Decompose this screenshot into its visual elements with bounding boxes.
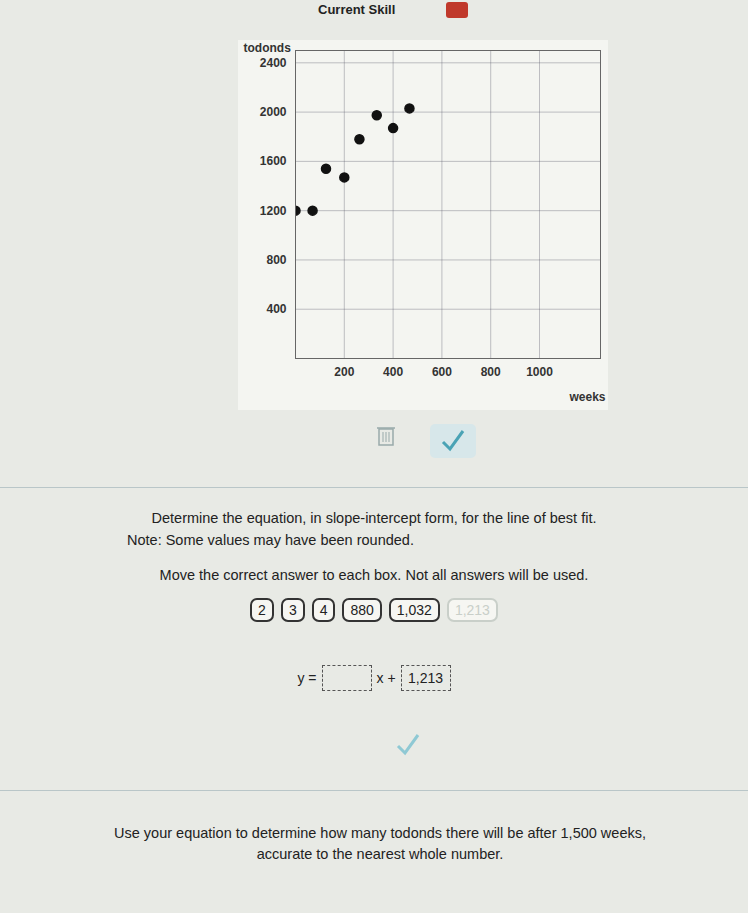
svg-text:2000: 2000 (260, 105, 287, 119)
svg-text:400: 400 (383, 365, 403, 379)
svg-text:2400: 2400 (260, 56, 287, 70)
svg-text:400: 400 (266, 302, 286, 316)
html-text:4: 4 (319, 602, 328, 618)
html-text:x +: x + (376, 670, 396, 686)
svg-text:todonds: todonds (244, 41, 292, 55)
html-text:1,213: 1,213 (454, 602, 490, 618)
html-text:Note: Some values may have bee: Note: Some values may have been rounded. (127, 532, 414, 548)
html-text:1,032: 1,032 (396, 602, 432, 618)
html-text:1,213: 1,213 (408, 670, 444, 686)
svg-text:200: 200 (334, 365, 354, 379)
svg-text:600: 600 (432, 365, 452, 379)
svg-text:1200: 1200 (260, 204, 287, 218)
html-text:3: 3 (288, 602, 297, 618)
svg-text:800: 800 (266, 253, 286, 267)
html-text:880: 880 (350, 602, 374, 618)
html-text:Use your equation to determine: Use your equation to determine how many … (114, 825, 646, 862)
html-text:2: 2 (258, 602, 266, 618)
html-text:y =: y = (297, 670, 317, 686)
svg-text:weeks: weeks (568, 390, 605, 404)
svg-text:1000: 1000 (526, 365, 553, 379)
svg-text:800: 800 (481, 365, 501, 379)
html-text:Move the correct answer to eac: Move the correct answer to each box. Not… (159, 567, 589, 583)
html-text:Current Skill: Current Skill (318, 2, 396, 17)
svg-text:1600: 1600 (260, 154, 287, 168)
html-text:Determine the equation, in slo: Determine the equation, in slope-interce… (151, 510, 597, 526)
